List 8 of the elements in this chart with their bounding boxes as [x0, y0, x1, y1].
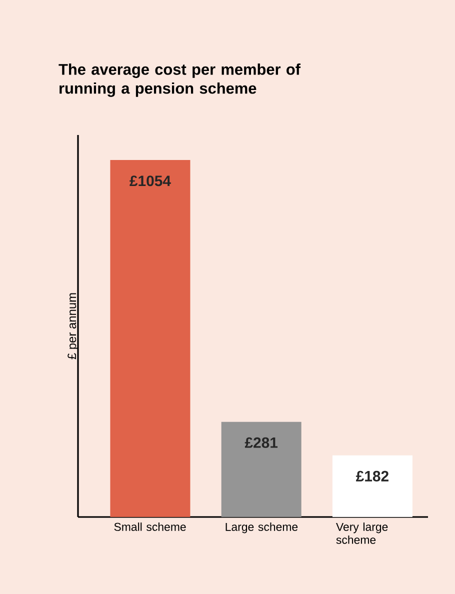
x-tick-label: Large scheme — [226, 522, 298, 534]
x-tick-label: Small scheme — [114, 522, 186, 531]
data-label: £281 — [244, 437, 278, 448]
data-label: £1054 — [130, 176, 171, 186]
chart-title: The average cost per member of running a pension scheme — [58, 64, 301, 97]
y-axis-title: £ per annum — [68, 293, 78, 360]
x-tick-label: Very large scheme — [336, 522, 388, 544]
data-label: £182 — [356, 470, 388, 482]
